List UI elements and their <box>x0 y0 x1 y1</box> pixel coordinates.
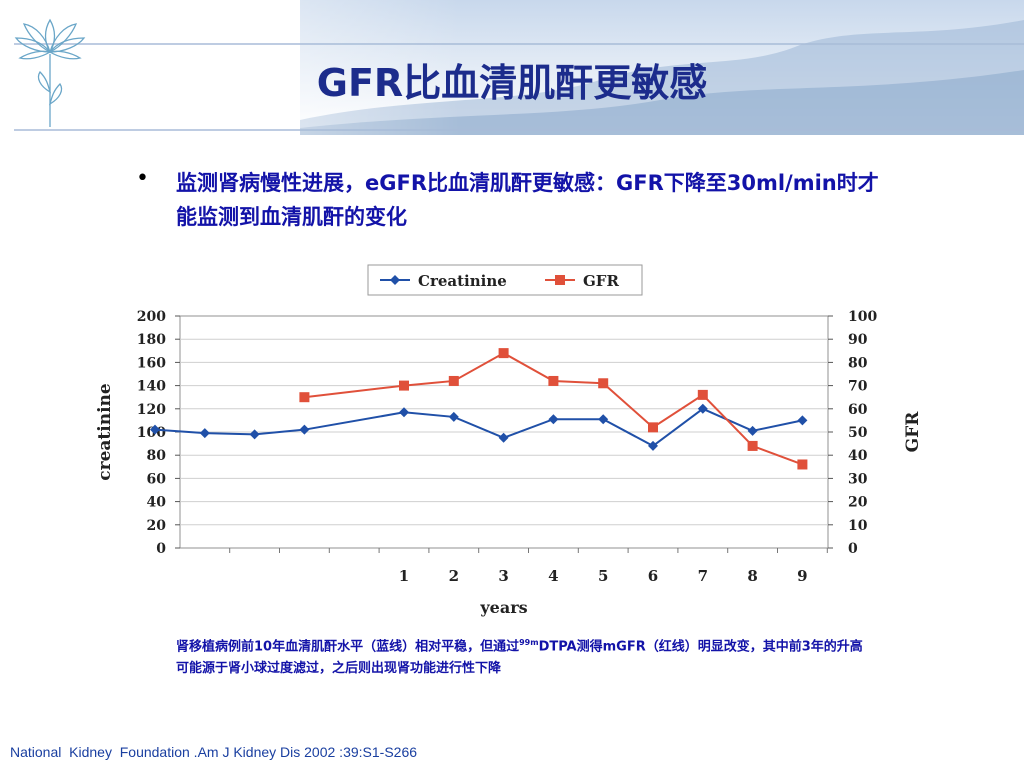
y-tick-label-right: 90 <box>848 332 868 348</box>
point-creatinine <box>399 407 409 418</box>
y-tick-label-right: 80 <box>848 355 868 371</box>
x-tick-label: 7 <box>698 567 708 585</box>
caption-pre: 肾移植病例前10年血清肌酐水平（蓝线）相对平稳，但通过 <box>176 639 520 655</box>
y-tick-label-left: 140 <box>137 379 166 395</box>
y-tick-label-right: 40 <box>848 448 868 464</box>
point-creatinine <box>249 429 260 440</box>
y-tick-label-left: 60 <box>147 471 167 487</box>
y-tick-label-right: 20 <box>848 495 868 511</box>
point-creatinine <box>648 440 658 451</box>
y-tick-label-right: 0 <box>848 541 858 557</box>
y-tick-label-right: 30 <box>848 471 868 487</box>
y-tick-label-left: 200 <box>137 309 166 325</box>
point-creatinine <box>448 411 459 422</box>
x-tick-label: 5 <box>598 567 608 585</box>
y-tick-label-left: 180 <box>137 332 166 348</box>
y-tick-label-right: 50 <box>848 425 868 441</box>
x-tick-label: 3 <box>498 567 508 585</box>
point-creatinine <box>548 414 559 425</box>
y-tick-label-right: 100 <box>848 309 877 325</box>
figure-caption: 肾移植病例前10年血清肌酐水平（蓝线）相对平稳，但通过99mDTPA测得mGFR… <box>176 632 866 680</box>
markers <box>150 348 808 470</box>
y-tick-label-left: 0 <box>156 541 166 557</box>
citation: National Kidney Foundation .Am J Kidney … <box>10 744 418 760</box>
y-tick-label-right: 60 <box>848 402 868 418</box>
point-gfr <box>598 378 609 389</box>
point-creatinine <box>299 424 310 435</box>
point-creatinine <box>150 424 160 435</box>
legend-box <box>367 264 643 296</box>
legend: Creatinine GFR <box>380 272 619 290</box>
x-axis-label: years <box>479 598 527 617</box>
caption-superscript: 99m <box>519 638 539 647</box>
point-gfr <box>399 380 409 391</box>
y-tick-label-left: 40 <box>147 495 167 511</box>
slide-title: GFR比血清肌酐更敏感 <box>316 61 708 105</box>
bullet-marker: • <box>136 166 149 191</box>
bullet-text: 监测肾病慢性进展，eGFR比血清肌酐更敏感：GFR下降至30ml/min时才能监… <box>176 171 879 229</box>
point-gfr <box>797 459 808 470</box>
point-gfr <box>747 440 758 451</box>
grid <box>180 338 828 526</box>
x-tick-label: 6 <box>648 567 658 585</box>
caption-post: DTPA测得mGFR（红线）明显改变，其中前3年的升高可能源于肾小球过度滤过，之… <box>176 639 863 677</box>
lotus-logo-icon <box>14 18 86 127</box>
x-tick-label: 9 <box>797 567 807 585</box>
point-creatinine <box>199 428 210 439</box>
y-tick-label-right: 10 <box>848 518 868 534</box>
series-line-gfr <box>304 351 803 466</box>
legend-label-creatinine: Creatinine <box>418 272 507 290</box>
point-gfr <box>697 389 708 400</box>
point-gfr <box>648 422 658 433</box>
y-tick-label-left: 160 <box>137 355 166 371</box>
x-tick-label: 8 <box>747 567 757 585</box>
y-tick-label-right: 70 <box>848 379 868 395</box>
point-creatinine <box>747 425 758 436</box>
y-tick-label-left: 80 <box>147 448 167 464</box>
point-creatinine <box>697 403 708 414</box>
point-gfr <box>548 375 559 386</box>
x-tick-label: 1 <box>399 567 409 585</box>
y-tick-label-left: 100 <box>137 425 166 441</box>
axes: 0204060801001201401601802000102030405060… <box>137 309 878 585</box>
point-gfr <box>299 392 310 403</box>
point-gfr <box>498 348 509 359</box>
y-axis-label-right: GFR <box>903 411 923 453</box>
y-tick-label-left: 120 <box>137 402 166 418</box>
y-tick-label-left: 20 <box>147 518 167 534</box>
header-decoration <box>0 0 1024 135</box>
legend-marker-creatinine <box>390 275 400 285</box>
point-creatinine <box>797 415 808 426</box>
point-creatinine <box>598 414 609 425</box>
point-gfr <box>448 375 459 386</box>
x-tick-label: 4 <box>548 567 558 585</box>
point-creatinine <box>498 432 509 443</box>
legend-marker-gfr <box>555 275 565 285</box>
legend-label-gfr: GFR <box>583 272 619 290</box>
y-axis-label-left: creatinine <box>95 383 115 481</box>
x-tick-label: 2 <box>449 567 459 585</box>
